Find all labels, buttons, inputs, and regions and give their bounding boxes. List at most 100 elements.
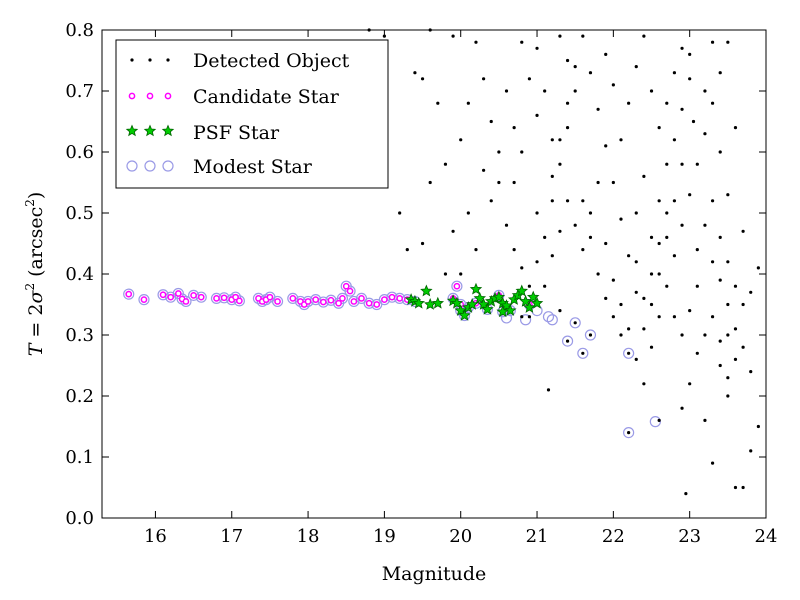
detected-object-point [596,107,600,111]
detected-object-point [718,339,722,343]
detected-object-point [619,138,623,142]
detected-object-point [611,278,615,282]
detected-object-point [504,223,509,227]
legend-marker [161,124,175,137]
detected-object-point [672,254,677,258]
psf-star-point [450,296,464,309]
detected-object-point [504,89,509,93]
candidate-star-point [266,293,274,301]
candidate-star-point [159,291,167,299]
psf-star-point [496,305,509,318]
detected-object-point [565,339,570,343]
detected-object-markers [367,28,760,496]
candidate-star-point [365,299,373,307]
legend-label-psf-star: PSF Star [193,122,280,144]
detected-object-point [718,150,722,154]
detected-object-point [520,150,524,154]
detected-object-point [451,229,455,233]
detected-object-point [443,272,448,276]
candidate-star-point [453,282,461,290]
legend-symbol-candidate-star [128,92,172,100]
detected-object-point [588,333,593,337]
detected-object-point [733,327,738,331]
x-tick-label: 24 [755,526,778,547]
x-tick-label: 21 [526,526,549,547]
y-label-sigma: σ [25,290,47,304]
detected-object-point [657,315,661,319]
y-tick-label: 0.7 [65,81,94,102]
detected-object-point [573,223,577,227]
detected-object-point [535,46,539,50]
detected-object-point [527,284,532,288]
detected-object-point [733,485,738,490]
detected-object-point [726,193,730,197]
candidate-star-point [140,296,148,303]
candidate-star-point [174,290,182,297]
detected-object-point [710,40,715,44]
detected-object-point [680,223,684,227]
detected-object-point [684,492,688,496]
y-label-t: T [25,342,47,356]
y-label-unit-sq: 2 [23,199,37,207]
detected-object-point [611,180,615,185]
detected-object-point [634,211,638,215]
detected-object-point [642,382,646,386]
psf-star-point [481,302,494,315]
y-label-sq: 2 [23,283,37,291]
detected-object-point [520,266,524,270]
modest-star-point [546,314,558,326]
detected-object-point [634,290,638,294]
modest-star-point [451,280,463,292]
y-axis-ticks: 0.0 0.1 0.2 0.3 0.4 0.5 0.6 0.7 0.8 [65,20,766,529]
detected-object-point [649,235,654,239]
detected-object-point [695,248,699,252]
detected-object-point [703,333,707,337]
candidate-star-point [327,296,335,304]
x-tick-label: 16 [144,526,167,547]
modest-star-point [378,294,390,306]
detected-object-point [474,40,478,44]
candidate-star-point [373,301,381,308]
y-tick-label: 0.6 [65,142,94,163]
detected-object-point [695,162,699,166]
x-tick-label: 17 [220,526,243,547]
detected-object-point [558,309,562,313]
candidate-star-point [388,293,396,301]
detected-object-point [543,284,547,288]
detected-object-point [733,357,738,361]
detected-object-point [718,363,722,368]
x-axis-ticks: 16 17 18 19 20 21 22 23 24 [144,30,777,547]
detected-object-point [627,351,631,355]
modest-star-point [519,314,532,326]
modest-star-point [584,329,597,341]
candidate-star-point [197,293,205,301]
detected-object-point [497,180,501,185]
detected-object-point [642,296,646,300]
psf-star-point [465,297,479,310]
legend-marker [148,58,152,62]
legend-marker [126,160,138,172]
legend-marker [125,124,139,137]
detected-object-point [588,235,593,239]
detected-object-point [710,461,715,465]
legend-label-detected-object: Detected Object [193,50,350,72]
detected-object-point [611,315,615,319]
detected-object-point [680,333,684,337]
psf-star-point [469,282,483,295]
detected-object-point [604,52,608,57]
modest-star-point [138,294,150,306]
y-tick-label: 0.2 [65,386,94,407]
detected-object-point [703,418,707,422]
legend: Detected Object Candidate Star PSF Star … [115,39,389,189]
y-label-eq: = 2 [25,304,47,344]
detected-object-point [489,119,493,124]
psf-star-point [473,291,487,304]
detected-object-point [565,58,570,63]
detected-object-point [581,351,585,355]
modest-star-point [569,317,581,329]
x-tick-label: 18 [297,526,320,547]
modest-star-point [623,347,635,359]
detected-object-point [749,449,753,453]
legend-marker [144,160,156,172]
detected-object-point [726,394,730,398]
